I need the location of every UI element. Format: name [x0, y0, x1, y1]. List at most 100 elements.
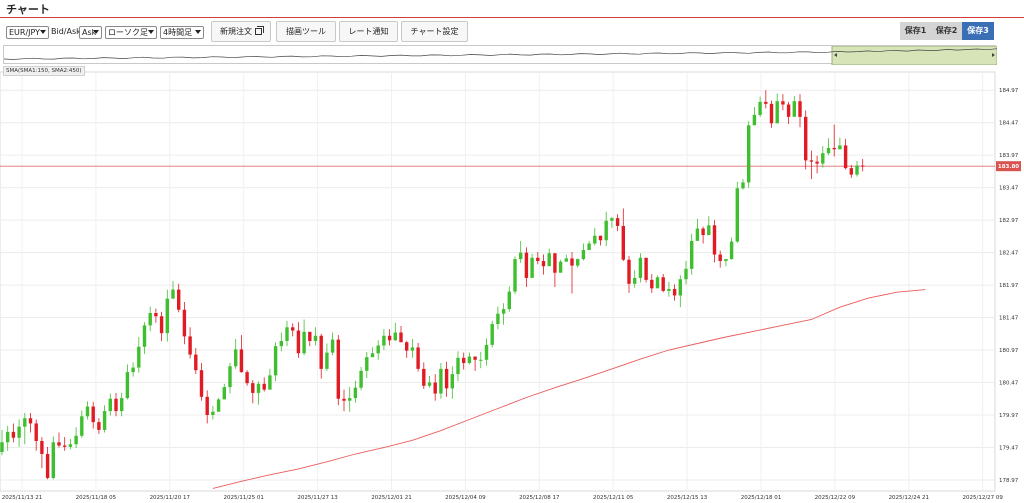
x-tick-label: 2025/11/20 17 [150, 495, 191, 501]
save-slot-1-button[interactable]: 保存1 [900, 22, 931, 40]
candle-up [393, 332, 397, 341]
save-slot-2-button[interactable]: 保存2 [931, 22, 962, 40]
candle-up [365, 357, 369, 371]
candle-down [40, 440, 44, 454]
x-tick-label: 2025/12/01 21 [371, 495, 411, 501]
candle-up [376, 345, 380, 354]
candle-up [576, 259, 580, 266]
candle-down [769, 103, 774, 124]
timeframe-select[interactable]: 4時間足 [160, 26, 204, 39]
candle-down [781, 101, 785, 105]
candle-up [80, 416, 84, 436]
y-tick-label: 178.97 [999, 478, 1019, 484]
candle-up [758, 101, 762, 115]
candle-up [125, 372, 130, 399]
candle-up [519, 252, 523, 260]
chart-settings-button[interactable]: チャート設定 [401, 21, 468, 42]
candle-down [462, 357, 466, 364]
candle-up [496, 313, 500, 325]
y-tick-label: 179.97 [999, 413, 1019, 419]
save-slots: 保存1 保存2 保存3 [900, 22, 994, 40]
candle-up [6, 431, 10, 443]
candle-down [182, 309, 187, 337]
candle-up [558, 261, 563, 273]
candle-down [433, 382, 437, 394]
navigator-handle-left-icon [834, 53, 837, 57]
navigator-line [4, 48, 997, 60]
rate-alert-button[interactable]: レート通知 [339, 21, 398, 42]
x-tick-label: 2025/11/18 05 [76, 495, 117, 501]
x-tick-label: 2025/12/18 01 [741, 495, 781, 501]
candle-down [308, 331, 312, 341]
candlestick-chart[interactable]: 184.97 184.47 183.97 183.47 182.97 182.47 181.… [0, 66, 1024, 503]
y-tick-label: 184.97 [999, 88, 1019, 94]
candle-up [85, 406, 90, 417]
candle-down [159, 316, 164, 334]
candle-up [313, 335, 318, 341]
chevron-down-icon [195, 30, 201, 34]
candle-up [581, 249, 586, 260]
candle-down [422, 368, 426, 386]
candle-up [228, 366, 232, 388]
chart-navigator[interactable] [3, 45, 997, 65]
candle-up [855, 165, 859, 175]
y-tick-label: 180.47 [999, 381, 1019, 387]
toolbar: EUR/JPY Bid/Ask Ask ローソク足 4時間足 新規注文 描画ツー… [0, 19, 1024, 45]
candle-down [661, 277, 665, 291]
candle-up [74, 435, 78, 445]
candle-down [194, 354, 198, 371]
candle-down [570, 258, 574, 266]
bid-ask-value: Ask [82, 28, 97, 37]
candle-down [843, 145, 848, 169]
price-chart[interactable]: 184.97 184.47 183.97 183.47 182.97 182.47 181.… [0, 66, 1024, 503]
indicator-label: SMA(SMA1:150, SMA2:450) [3, 66, 85, 76]
candle-up [148, 313, 152, 326]
candle-up [348, 398, 352, 401]
candle-down [114, 398, 118, 412]
drawing-tools-button[interactable]: 描画ツール [276, 21, 336, 42]
candle-up [370, 353, 375, 358]
y-tick-label: 184.47 [999, 121, 1019, 127]
bid-ask-select[interactable]: Ask [79, 26, 102, 39]
y-tick-label: 179.47 [999, 445, 1019, 451]
candle-up [530, 257, 534, 278]
candle-up [439, 368, 443, 394]
candle-down [764, 101, 768, 104]
candle-up [707, 225, 711, 236]
candle-down [177, 289, 181, 310]
candle-down [205, 396, 209, 415]
candle-up [427, 382, 432, 386]
candle-up [68, 444, 73, 447]
candle-up [216, 399, 221, 412]
candle-up [256, 383, 261, 393]
candle-down [524, 252, 529, 278]
chart-type-select[interactable]: ローソク足 [105, 26, 157, 39]
candle-down [712, 225, 717, 255]
currency-pair-select[interactable]: EUR/JPY [6, 26, 49, 39]
plot-area [0, 71, 996, 492]
new-order-button[interactable]: 新規注文 [211, 21, 271, 42]
y-tick-label: 183.97 [999, 153, 1019, 159]
chevron-down-icon [40, 30, 46, 34]
candle-up [684, 268, 688, 280]
candle-up [234, 349, 238, 367]
x-tick-label: 2025/12/15 13 [667, 495, 708, 501]
candle-down [444, 368, 449, 389]
bid-ask-label: Bid/Ask [51, 27, 81, 36]
candle-down [342, 398, 346, 401]
navigator-handle-right-icon [992, 53, 995, 57]
candle-down [553, 253, 557, 273]
candle-up [678, 279, 682, 296]
candle-down [809, 160, 814, 162]
navigator-overview [4, 46, 997, 65]
timeframe-value: 4時間足 [163, 28, 193, 37]
candle-up [490, 324, 494, 345]
candle-up [735, 188, 739, 242]
currency-pair-value: EUR/JPY [9, 28, 41, 37]
candle-up [484, 344, 489, 360]
candle-up [450, 374, 454, 389]
save-slot-3-button[interactable]: 保存3 [962, 22, 994, 40]
candle-up [171, 289, 175, 299]
y-tick-label: 183.47 [999, 186, 1019, 192]
candle-down [536, 257, 540, 262]
